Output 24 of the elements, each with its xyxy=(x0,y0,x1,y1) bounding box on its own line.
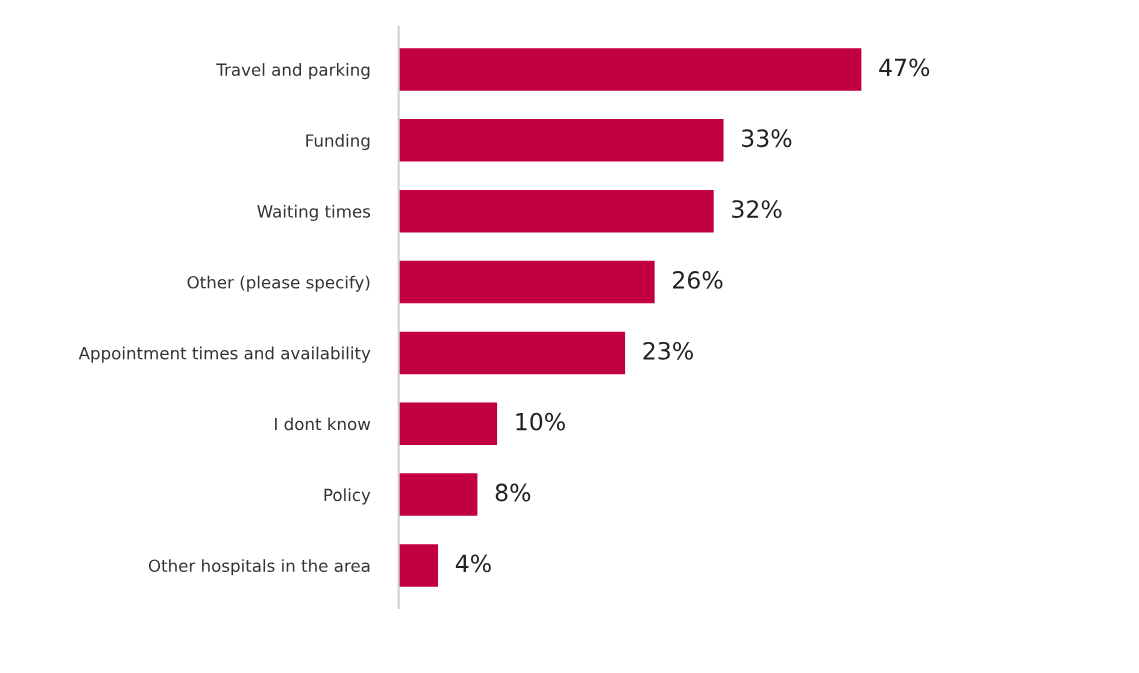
y-tick-label: Funding xyxy=(306,133,370,151)
data-label: 32% xyxy=(732,200,782,219)
data-label: 23% xyxy=(643,341,693,360)
y-tick-label: Other (please specify) xyxy=(187,275,370,292)
bar xyxy=(398,331,626,375)
data-label: 4% xyxy=(455,554,491,573)
data-label: 33% xyxy=(742,129,792,148)
data-label: 26% xyxy=(673,271,723,289)
bar xyxy=(398,544,439,587)
data-label: 47% xyxy=(879,58,930,77)
bar xyxy=(398,119,724,162)
bar xyxy=(398,48,862,91)
data-label: 10% xyxy=(516,412,565,431)
y-tick-label: Policy xyxy=(324,488,371,505)
y-tick-label: Travel and parking xyxy=(216,63,370,80)
data-label: 8% xyxy=(495,483,531,502)
y-tick-label: Waiting times xyxy=(257,204,371,221)
bar xyxy=(398,402,498,446)
bar xyxy=(398,189,714,233)
bar xyxy=(398,473,478,516)
y-tick-label: Other hospitals in the area xyxy=(148,559,370,576)
bar xyxy=(398,260,655,304)
y-tick-label: I dont know xyxy=(275,417,371,431)
y-tick-label: Appointment times and availability xyxy=(78,346,371,363)
